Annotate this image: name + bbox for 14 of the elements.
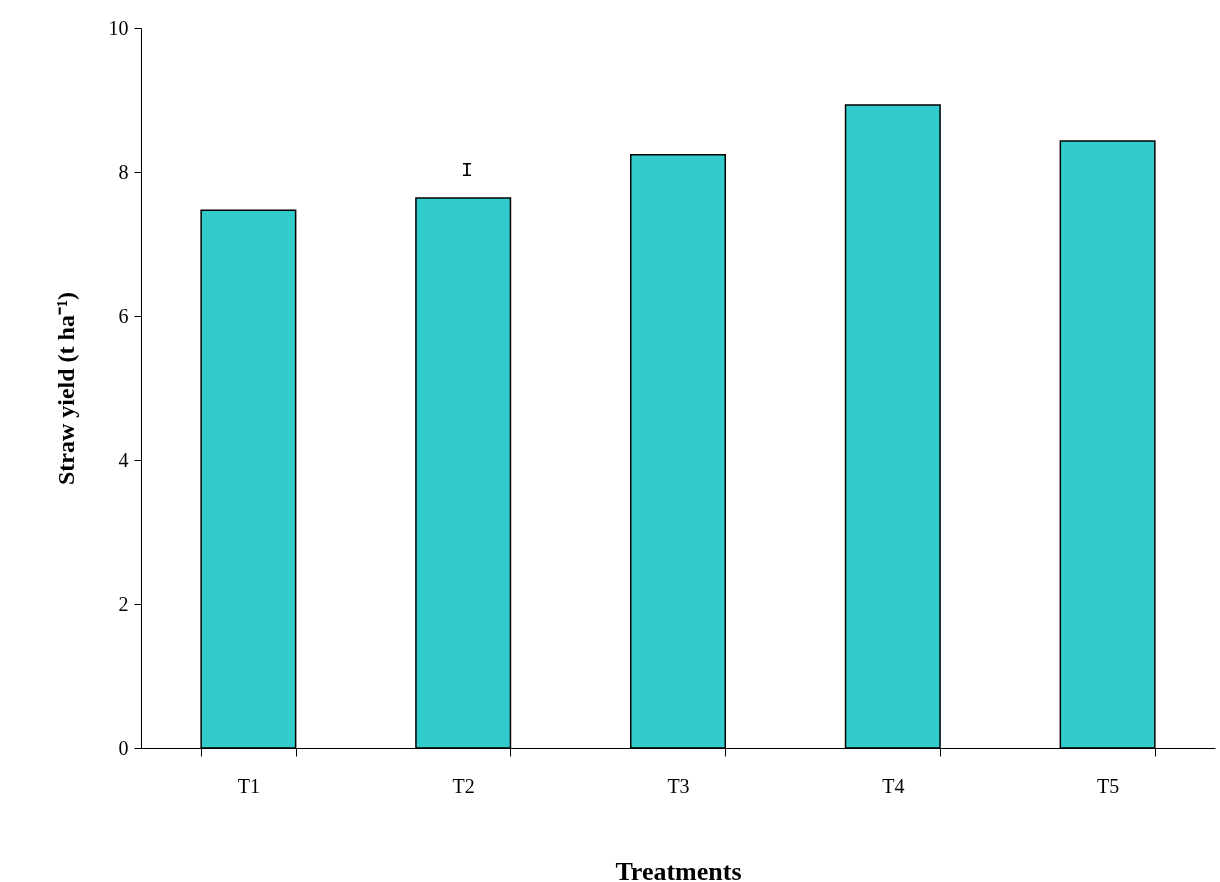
x-tick-label: T1 bbox=[237, 774, 261, 797]
x-tick-label: T5 bbox=[1096, 774, 1120, 797]
y-tick-label: 0 bbox=[118, 736, 129, 759]
x-tick-label: T2 bbox=[452, 774, 475, 797]
x-tick-label: T4 bbox=[882, 774, 905, 797]
annotation: I bbox=[460, 159, 474, 182]
x-tick-label: T3 bbox=[667, 774, 690, 797]
y-axis-title: Straw yield (t ha⁻¹) bbox=[52, 291, 79, 486]
y-tick-label: 10 bbox=[108, 16, 129, 39]
x-axis-title: Treatments bbox=[615, 856, 742, 882]
y-tick-label: 6 bbox=[118, 304, 129, 327]
y-tick-label: 8 bbox=[118, 160, 129, 183]
y-tick-label: 4 bbox=[118, 448, 129, 471]
y-tick-label: 2 bbox=[118, 592, 129, 615]
